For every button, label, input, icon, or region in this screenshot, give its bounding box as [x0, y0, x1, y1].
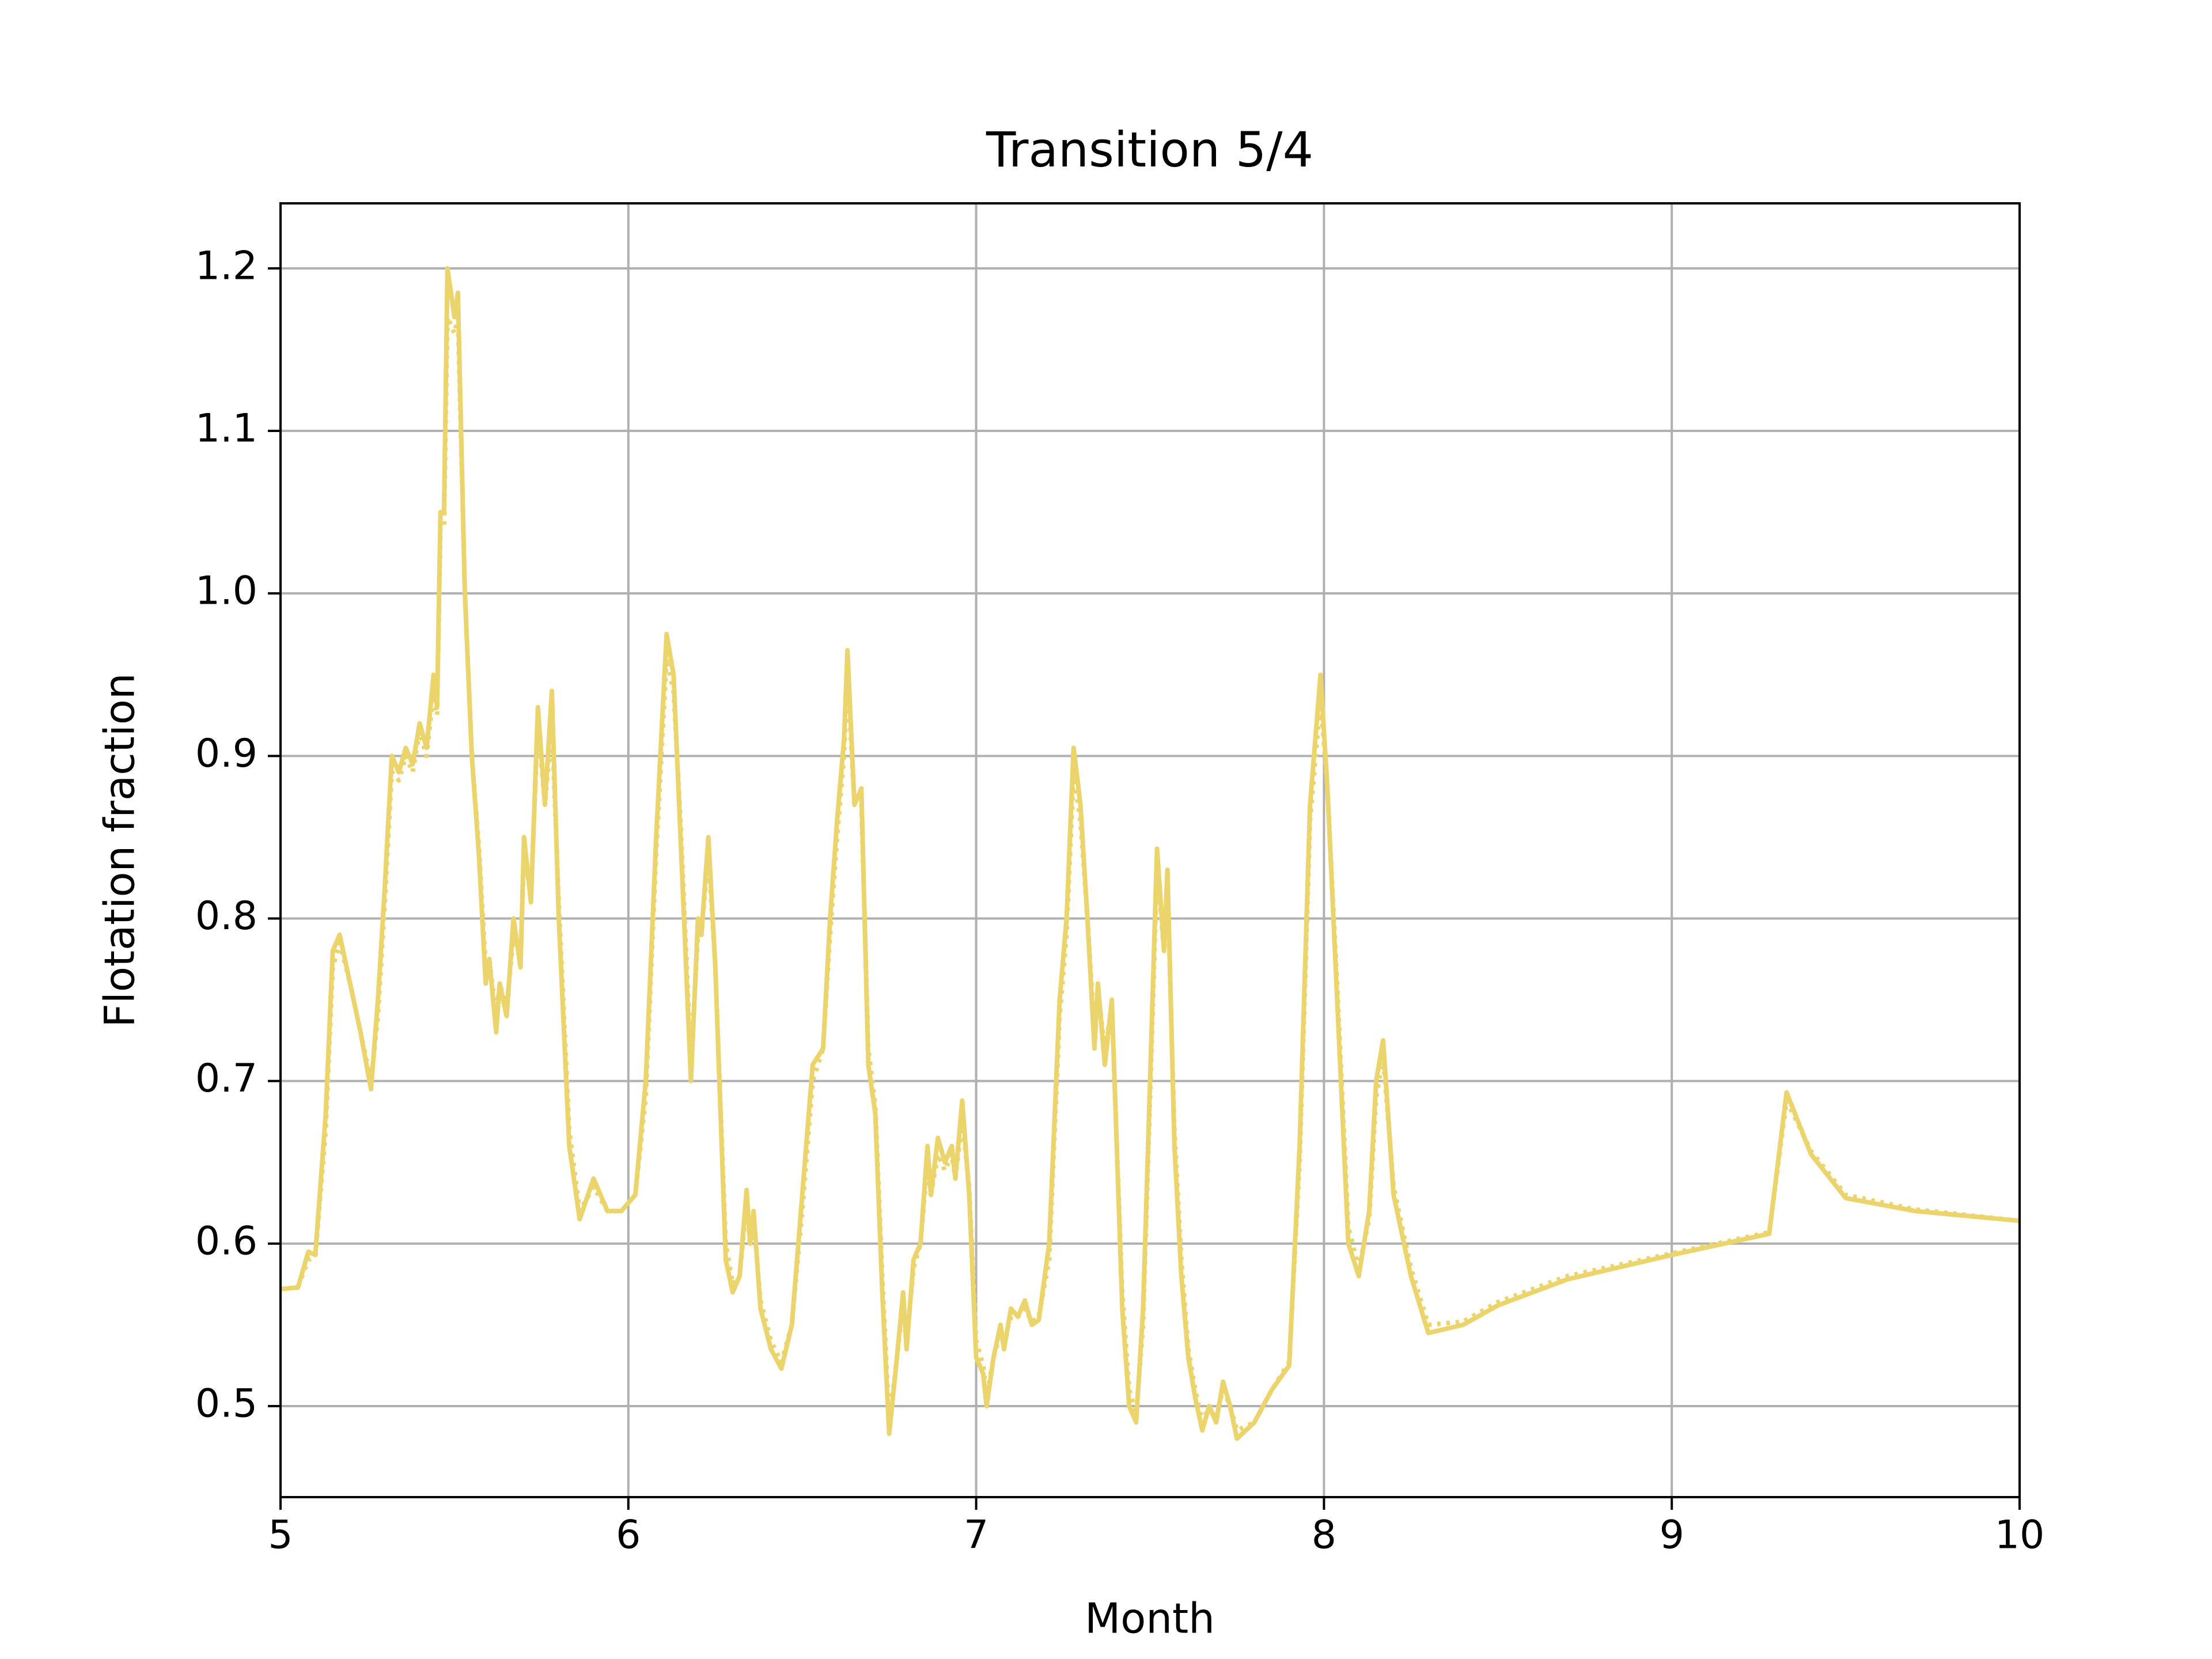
x-tick-label: 7 — [964, 1513, 988, 1558]
y-tick-label: 0.6 — [195, 1218, 257, 1264]
chart-title: Transition 5/4 — [986, 122, 1313, 178]
x-tick-label: 9 — [1660, 1513, 1684, 1558]
series-line — [280, 315, 2020, 1433]
plot-frame — [279, 202, 2021, 1498]
y-tick-label: 0.8 — [195, 893, 257, 939]
y-tick-label: 1.1 — [195, 406, 257, 452]
x-tick-label: 5 — [268, 1513, 293, 1558]
y-axis-label: Flotation fraction — [96, 673, 144, 1027]
y-tick-label: 0.5 — [195, 1381, 257, 1427]
x-axis-label: Month — [1085, 1594, 1215, 1643]
series-line — [280, 266, 2020, 1441]
x-tick-label: 8 — [1312, 1513, 1336, 1558]
y-tick-label: 1.0 — [195, 569, 257, 614]
x-tick-label: 6 — [616, 1513, 641, 1558]
x-tick-label: 10 — [1995, 1513, 2045, 1558]
y-tick-label: 1.2 — [195, 243, 257, 289]
y-tick-label: 0.9 — [195, 731, 257, 777]
y-tick-label: 0.7 — [195, 1056, 257, 1101]
